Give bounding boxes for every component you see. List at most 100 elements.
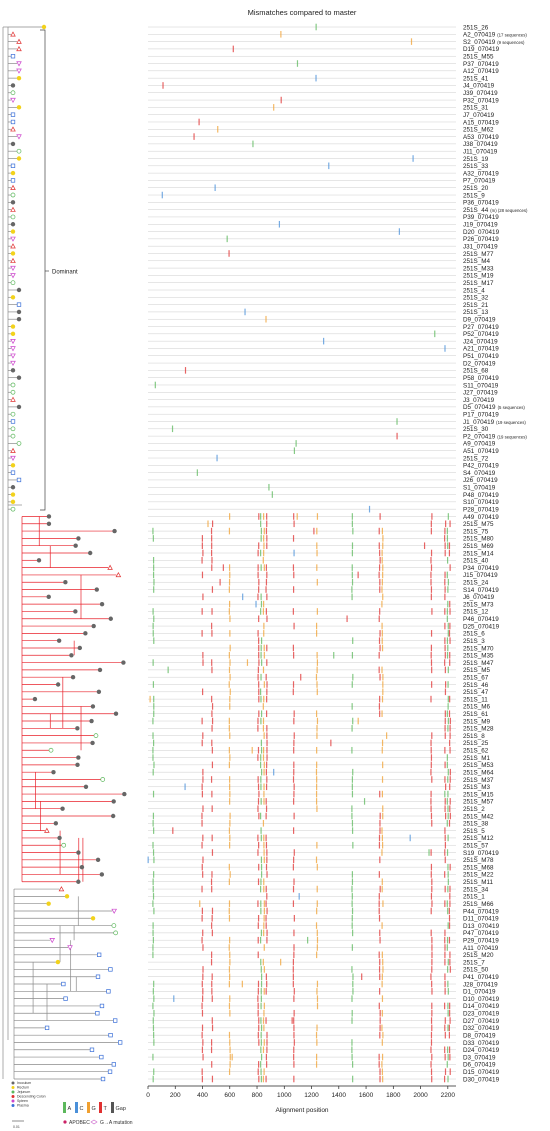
mismatch-mark — [316, 761, 318, 769]
mismatch-mark — [352, 973, 354, 981]
mismatch-mark — [260, 513, 262, 520]
mismatch-mark — [449, 1046, 451, 1054]
mismatch-mark — [211, 834, 213, 842]
mismatch-mark — [201, 812, 203, 820]
mismatch-mark — [445, 681, 447, 688]
mismatch-mark — [431, 513, 433, 520]
mismatch-mark — [149, 695, 151, 703]
tip-symbol — [58, 886, 65, 892]
mismatch-mark — [351, 549, 353, 557]
mismatch-mark — [379, 1009, 381, 1017]
tip-symbol — [122, 791, 127, 797]
mismatch-mark — [263, 885, 265, 893]
mismatch-mark — [266, 1039, 268, 1046]
mismatch-mark — [202, 995, 204, 1002]
mismatch-mark — [231, 1053, 233, 1061]
mismatch-mark — [265, 812, 267, 820]
mismatch-mark — [449, 1002, 451, 1010]
tip-symbol — [10, 368, 16, 373]
mismatch-mark — [351, 820, 354, 827]
tip-symbol — [10, 229, 16, 234]
mismatch-mark — [229, 1009, 231, 1017]
mismatch-mark — [378, 914, 381, 922]
mismatch-mark — [257, 1031, 259, 1039]
mismatch-mark — [444, 732, 446, 739]
mismatch-mark — [447, 885, 449, 893]
tip-symbol — [10, 236, 16, 242]
mismatch-mark — [444, 549, 446, 557]
mismatch-mark — [201, 1024, 204, 1032]
tip-symbol — [10, 83, 16, 88]
mismatch-mark — [152, 717, 154, 725]
mismatch-mark — [381, 710, 383, 718]
mismatch-mark — [351, 827, 354, 834]
sequence-label: 251S_M55 — [463, 54, 494, 61]
mismatch-mark — [266, 681, 268, 688]
mismatch-mark — [448, 936, 451, 944]
tissue-legend-label: Descending Colon — [17, 1095, 46, 1099]
tip-symbol — [99, 601, 105, 607]
mismatch-mark — [444, 688, 447, 696]
tip-symbol — [10, 447, 16, 453]
mismatch-mark — [316, 746, 318, 754]
mismatch-mark — [449, 739, 451, 747]
mismatch-mark — [430, 739, 432, 747]
mismatch-mark — [449, 659, 451, 666]
mismatch-mark — [211, 995, 213, 1002]
sequence-label: P29_070419 — [463, 937, 499, 944]
mismatch-mark — [351, 812, 353, 820]
tip-symbol — [83, 631, 88, 636]
mismatch-mark — [292, 900, 295, 907]
sequence-label: D30_070419 — [463, 1076, 500, 1083]
mismatch-mark — [210, 527, 213, 535]
mismatch-mark — [351, 922, 353, 929]
mismatch-mark — [396, 432, 398, 440]
mismatch-mark — [352, 717, 354, 725]
mismatch-mark — [232, 45, 234, 53]
tip-symbol — [16, 134, 22, 140]
tip-symbol — [90, 704, 96, 709]
mismatch-mark — [447, 557, 449, 564]
tip-symbol — [10, 331, 16, 337]
tip-symbol — [10, 426, 16, 432]
mismatch-mark — [266, 761, 268, 769]
mismatch-mark — [291, 1017, 293, 1024]
mismatch-mark — [202, 659, 204, 666]
mismatch-mark — [229, 673, 231, 681]
mismatch-mark — [211, 849, 214, 856]
mismatch-mark — [445, 783, 447, 791]
mismatch-mark — [258, 1039, 260, 1046]
tip-symbol — [79, 864, 85, 870]
x-tick-label: 1400 — [332, 1092, 347, 1099]
mismatch-mark — [293, 790, 295, 798]
mismatch-mark — [257, 783, 260, 791]
mismatch-mark — [229, 732, 231, 739]
dominant-bracket: Dominant — [40, 29, 78, 511]
mismatch-mark — [431, 732, 433, 739]
sequence-label: 251S_5 — [463, 828, 485, 835]
mismatch-legend-label: A — [68, 1106, 72, 1112]
tip-symbol — [10, 455, 16, 461]
mismatch-mark — [316, 783, 318, 791]
mismatch-mark — [382, 542, 384, 549]
mismatch-mark — [265, 798, 267, 805]
mismatch-mark — [448, 710, 451, 718]
mismatch-mark — [446, 527, 448, 535]
mismatch-mark — [444, 1053, 446, 1061]
mismatch-mark — [430, 695, 432, 703]
mismatch-mark — [382, 841, 384, 849]
mismatch-mark — [447, 666, 449, 674]
mismatch-mark — [447, 922, 449, 929]
mismatch-mark — [382, 535, 384, 542]
mismatch-mark — [265, 922, 267, 929]
mismatch-mark — [381, 849, 383, 856]
sequence-label: 251S_M5 — [463, 667, 490, 674]
mismatch-mark — [258, 651, 260, 659]
tip-symbol — [10, 492, 16, 497]
sequence-label: P36_070419 — [463, 200, 499, 207]
mismatch-mark — [379, 578, 381, 586]
mismatch-mark — [257, 936, 259, 944]
mismatch-mark — [260, 907, 262, 915]
mismatch-mark — [315, 23, 317, 31]
